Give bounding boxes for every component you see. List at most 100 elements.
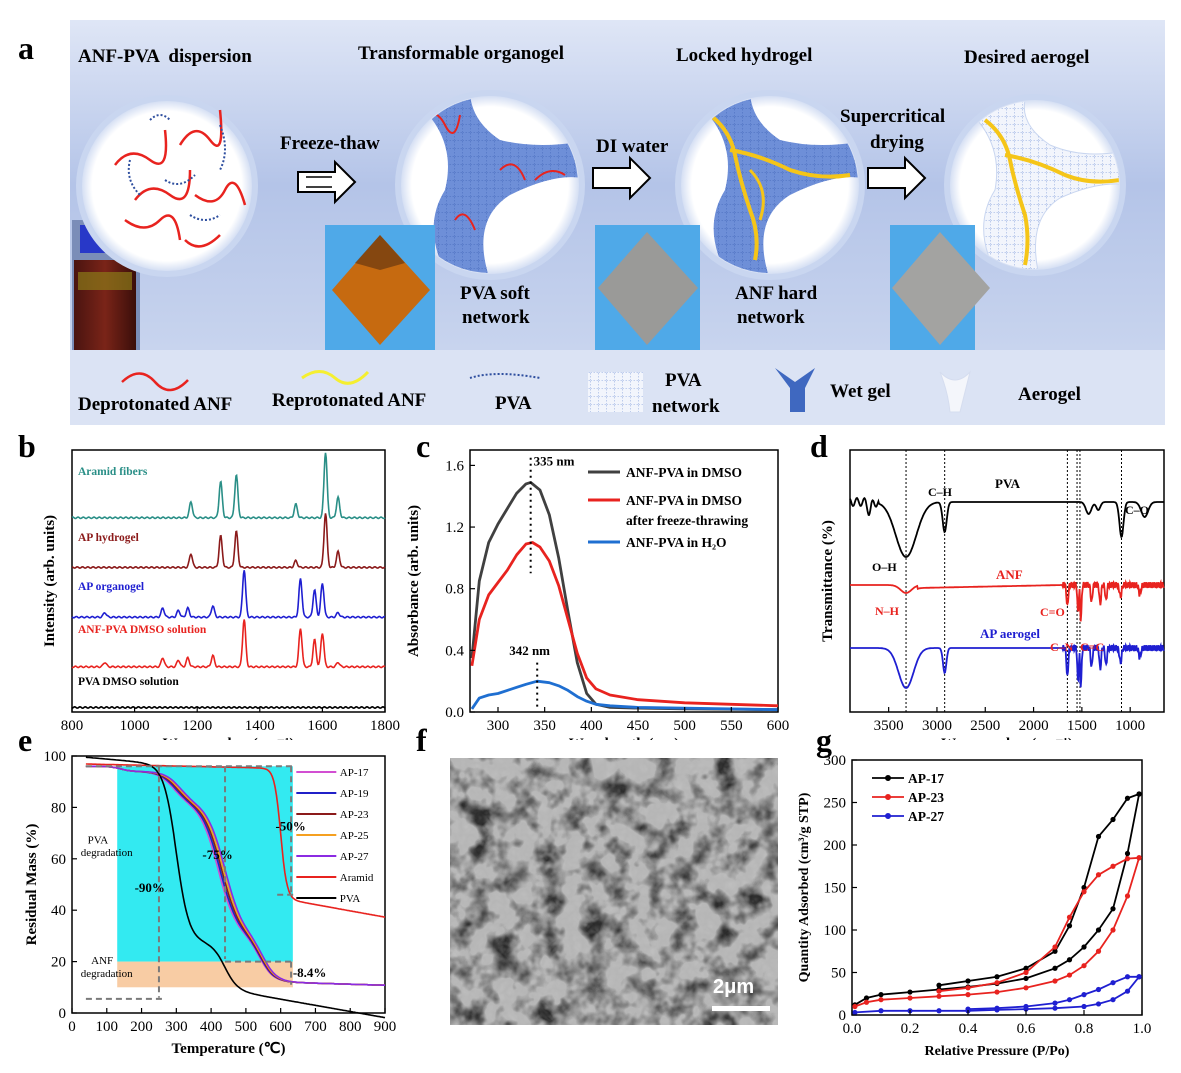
series-point: [965, 985, 971, 991]
panel-label-g: g: [816, 722, 832, 758]
organogel-circle: [395, 90, 585, 280]
series-point: [1023, 975, 1029, 982]
series-point: [936, 988, 942, 994]
y-axis-label: Intensity (arb. units): [42, 515, 58, 647]
legend-pva-network-icon: [588, 372, 643, 412]
x-axis-label: Wavelength (nm): [569, 736, 679, 740]
x-tick-label: 1000: [120, 718, 150, 734]
legend-label: AP organogel: [78, 581, 144, 593]
x-tick-label: 1.0: [1133, 1021, 1152, 1037]
series-point: [994, 980, 1000, 986]
x-tick-label: 500: [235, 1019, 258, 1035]
x-tick-label: 450: [627, 718, 650, 734]
panel-label-b: b: [18, 428, 36, 464]
x-tick-label: 100: [96, 1019, 119, 1035]
pva-degradation-region: [117, 766, 293, 962]
y-axis-label: Quantity Adsorbed (cm³/g STP): [797, 792, 812, 982]
x-tick-label: 300: [165, 1019, 188, 1035]
sem-image: [450, 758, 778, 1025]
region-label: ANF: [91, 955, 113, 967]
stage-title-aerogel: Desired aerogel: [964, 47, 1090, 68]
schematic-panel: [70, 20, 1165, 425]
stage-title-dispersion: ANF-PVA dispersion: [78, 46, 252, 67]
series-point: [1052, 965, 1058, 971]
legend-label: Aramid fibers: [78, 466, 148, 478]
series-point: [965, 978, 971, 984]
legend-label: AP-27: [908, 809, 944, 824]
x-tick-label: 800: [339, 1019, 362, 1035]
y-tick-label: 1.6: [445, 458, 464, 474]
series-line-2: [71, 570, 385, 619]
series-point: [1095, 833, 1102, 840]
annotation: -90%: [135, 880, 165, 895]
legend-label: AP-25: [340, 830, 369, 842]
legend-label: ANF-PVA in DMSO: [626, 465, 742, 480]
series-point: [1066, 997, 1073, 1003]
y-axis-label: Absorbance (arb. units): [406, 505, 422, 657]
x-tick-label: 600: [269, 1019, 292, 1035]
series-point: [994, 1005, 1000, 1011]
series-point: [1136, 974, 1142, 980]
y-tick-label: 0.0: [445, 705, 464, 721]
legend-label: AP-19: [340, 788, 369, 800]
hydrogel-photo: [595, 225, 700, 350]
series-point: [1124, 856, 1131, 862]
series-point: [878, 1008, 884, 1014]
series-point: [1136, 855, 1142, 861]
legend-label: ANF-PVA DMSO solution: [78, 624, 207, 636]
legend-reprotonated-label: Reprotonated ANF: [272, 390, 427, 411]
x-tick-label: 400: [580, 718, 603, 734]
series-point: [1081, 963, 1087, 969]
legend-marker: [885, 775, 891, 781]
y-tick-label: 200: [824, 838, 847, 854]
legend-label: after freeze-thrawing: [626, 513, 748, 528]
legend-label: AP-17: [908, 771, 944, 786]
vial-photo: [72, 220, 140, 350]
region-label: PVA: [88, 834, 109, 846]
region-label: degradation: [81, 847, 133, 859]
series-line-1: [850, 578, 1165, 622]
stage-title-hydrogel: Locked hydrogel: [676, 45, 813, 66]
series-line-6: [85, 756, 386, 1019]
series-point: [863, 995, 870, 1001]
series-point: [863, 999, 870, 1005]
x-tick-label: 500: [673, 718, 696, 734]
legend-wet-gel-label: Wet gel: [830, 381, 891, 402]
arrow-label-freeze-thaw: Freeze-thaw: [280, 133, 380, 154]
x-tick-label: 400: [200, 1019, 223, 1035]
legend-label: AP hydrogel: [78, 532, 139, 544]
x-tick-label: 0.6: [1017, 1021, 1036, 1037]
series-point: [1124, 988, 1131, 994]
y-tick-label: 1.2: [445, 520, 464, 536]
x-tick-label: 300: [487, 718, 510, 734]
band-label: C–N: [1050, 640, 1074, 654]
x-tick-label: 1000: [1115, 718, 1145, 734]
series-point: [1124, 893, 1131, 899]
y-axis-label: Transmittance (%): [820, 520, 836, 642]
series-point: [1052, 1000, 1058, 1006]
series-point: [1095, 986, 1102, 993]
legend-deprotonated-icon: [121, 372, 189, 392]
panel-label-d: d: [810, 428, 828, 464]
y-tick-label: 250: [824, 796, 847, 812]
series-point: [1066, 923, 1073, 929]
band-label: C=O: [1040, 605, 1065, 619]
series-line-0: [849, 496, 1164, 558]
series-point: [852, 1009, 858, 1016]
x-tick-label: 0: [68, 1019, 76, 1035]
x-tick-label: 900: [374, 1019, 397, 1035]
raman-chart: Aramid fibers AP hydrogel AP organogel ANF-…: [42, 449, 400, 740]
label-anf-hard-1: ANF hard: [735, 283, 818, 304]
legend-label: AP-23: [908, 790, 944, 805]
region-label: degradation: [81, 968, 133, 980]
series-line-1: [71, 513, 386, 569]
x-tick-label: 600: [767, 718, 790, 734]
series-point: [1110, 980, 1116, 986]
y-axis-label: Residual Mass (%): [24, 824, 40, 946]
arrow-label-drying: drying: [870, 132, 924, 153]
series-point: [1066, 972, 1073, 978]
label-pva-soft-1: PVA soft: [460, 283, 530, 304]
series-point: [1110, 906, 1116, 912]
series-label: PVA: [995, 476, 1021, 491]
series-point: [1081, 889, 1087, 895]
